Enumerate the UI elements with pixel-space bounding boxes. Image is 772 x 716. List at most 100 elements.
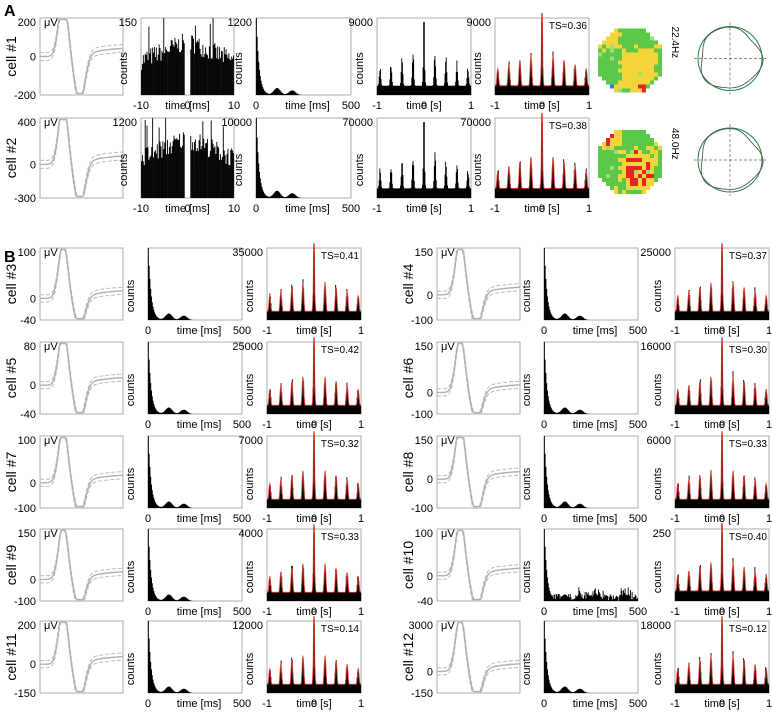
wave-tick-bottom: -40 [417, 596, 433, 608]
rate-map-pixel [642, 166, 646, 170]
wave-tick-zero: 0 [30, 380, 36, 392]
rate-map-pixel [614, 146, 618, 150]
rate-map-pixel [618, 76, 622, 81]
rate-map-pixel [634, 166, 638, 170]
rate-map-pixel [634, 162, 638, 166]
rate-map-pixel [654, 48, 658, 53]
acg-medium-xlabel: time [ms] [573, 513, 618, 525]
acg-long-xtick: -1 [372, 100, 382, 112]
rate-map-pixel [602, 40, 606, 45]
waveform-frame [436, 247, 521, 321]
waveform-sd-upper [437, 529, 521, 601]
rate-map-pixel [622, 182, 626, 186]
rate-map-pixel [598, 154, 602, 158]
rate-map-pixel [642, 174, 646, 178]
acg-medium-bars [543, 621, 592, 693]
acg-short-xtick: 10 [228, 203, 240, 215]
rate-map-pixel [630, 48, 634, 53]
rate-map-pixel [642, 64, 646, 69]
rate-map-pixel [606, 174, 610, 178]
rate-map-pixel [634, 190, 638, 194]
rate-map-pixel [622, 138, 626, 142]
waveform-mean [40, 342, 124, 414]
rate-map-pixel [638, 36, 642, 41]
rate-map-pixel [618, 28, 622, 33]
rate-map-pixel [614, 68, 618, 73]
acg-medium-ylabel: counts [125, 560, 137, 593]
rate-map-pixel [614, 88, 618, 93]
rate-map-pixel [618, 186, 622, 190]
acg-long-xtick: 1 [586, 100, 592, 112]
acg-long-xtick: -1 [372, 203, 382, 215]
acg-medium-ylabel: counts [521, 373, 533, 406]
rate-map-pixel [646, 146, 650, 150]
acg-short-frame [140, 17, 235, 96]
rate-map [598, 28, 662, 93]
rate-map-pixel [614, 190, 618, 194]
acg-medium-bars [543, 529, 639, 601]
acg-short-ylabel: counts [118, 153, 130, 186]
rate-map-pixel [614, 64, 618, 69]
rate-map-pixel [610, 60, 614, 65]
acg-long-ylabel: counts [652, 652, 664, 685]
rate-map-pixel [606, 56, 610, 61]
rate-map-pixel [598, 158, 602, 162]
rate-map-pixel [626, 32, 630, 37]
rate-map-pixel [642, 60, 646, 65]
acg-fit-line [267, 616, 361, 685]
rate-map-pixel [618, 158, 622, 162]
rate-map-pixel [642, 150, 646, 154]
rate-map-pixel [650, 178, 654, 182]
rate-map-pixel [622, 178, 626, 182]
rate-map-pixel [634, 80, 638, 85]
rate-map-pixel [658, 48, 662, 53]
rate-map-pixel [610, 166, 614, 170]
acg-long-xtick: 0 [311, 606, 317, 618]
rate-map-pixel [638, 186, 642, 190]
wave-tick-bottom: -40 [20, 409, 36, 421]
acg-medium-xtick: 0 [145, 698, 151, 710]
rate-map-pixel [622, 68, 626, 73]
rate-map-pixel [658, 150, 662, 154]
rate-map-pixel [654, 150, 658, 154]
rate-map-pixel [634, 68, 638, 73]
rate-map-pixel [614, 138, 618, 142]
rate-map-pixel [602, 154, 606, 158]
rate-map-pixel [602, 56, 606, 61]
acg-medium-bars [147, 621, 196, 693]
rate-map-pixel [626, 40, 630, 45]
rate-map-pixel [602, 76, 606, 81]
rate-map-pixel [602, 150, 606, 154]
acg-long-ylabel: counts [354, 52, 366, 85]
rate-map-pixel [626, 138, 630, 142]
rate-map-pixel [630, 40, 634, 45]
rate-map-pixel [638, 162, 642, 166]
rate-map-pixel [630, 170, 634, 174]
acg-long-bars [674, 345, 770, 414]
acg-long-xtick: 1 [766, 419, 772, 431]
rate-map-pixel [602, 48, 606, 53]
rate-map-pixel [650, 68, 654, 73]
acg-long-xtick: 1 [766, 606, 772, 618]
acg-long-xlabel: time [s] [406, 203, 441, 215]
acg-fit-line [267, 243, 361, 312]
acg-medium-xtick: 0 [145, 606, 151, 618]
rate-map-peak: 22.4Hz [669, 27, 680, 59]
acg-medium-ylabel: counts [521, 279, 533, 312]
acg-long-xlabel: time [s] [296, 419, 331, 431]
rate-map-pixel [630, 134, 634, 138]
rate-map-pixel [626, 178, 630, 182]
rate-map-pixel [626, 44, 630, 49]
rate-map-pixel [618, 60, 622, 65]
rate-map-pixel [598, 48, 602, 53]
rate-map-pixel [646, 36, 650, 41]
rate-map-pixel [634, 84, 638, 89]
acg-long-ylabel: counts [354, 153, 366, 186]
wave-tick-top: 150 [415, 341, 433, 353]
wave-unit: μV [44, 341, 58, 353]
rate-map-pixel [634, 64, 638, 69]
waveform-sd-upper [40, 436, 124, 508]
rate-map-pixel [634, 174, 638, 178]
rate-map-pixel [650, 182, 654, 186]
cell-label: cell #7 [3, 452, 19, 493]
